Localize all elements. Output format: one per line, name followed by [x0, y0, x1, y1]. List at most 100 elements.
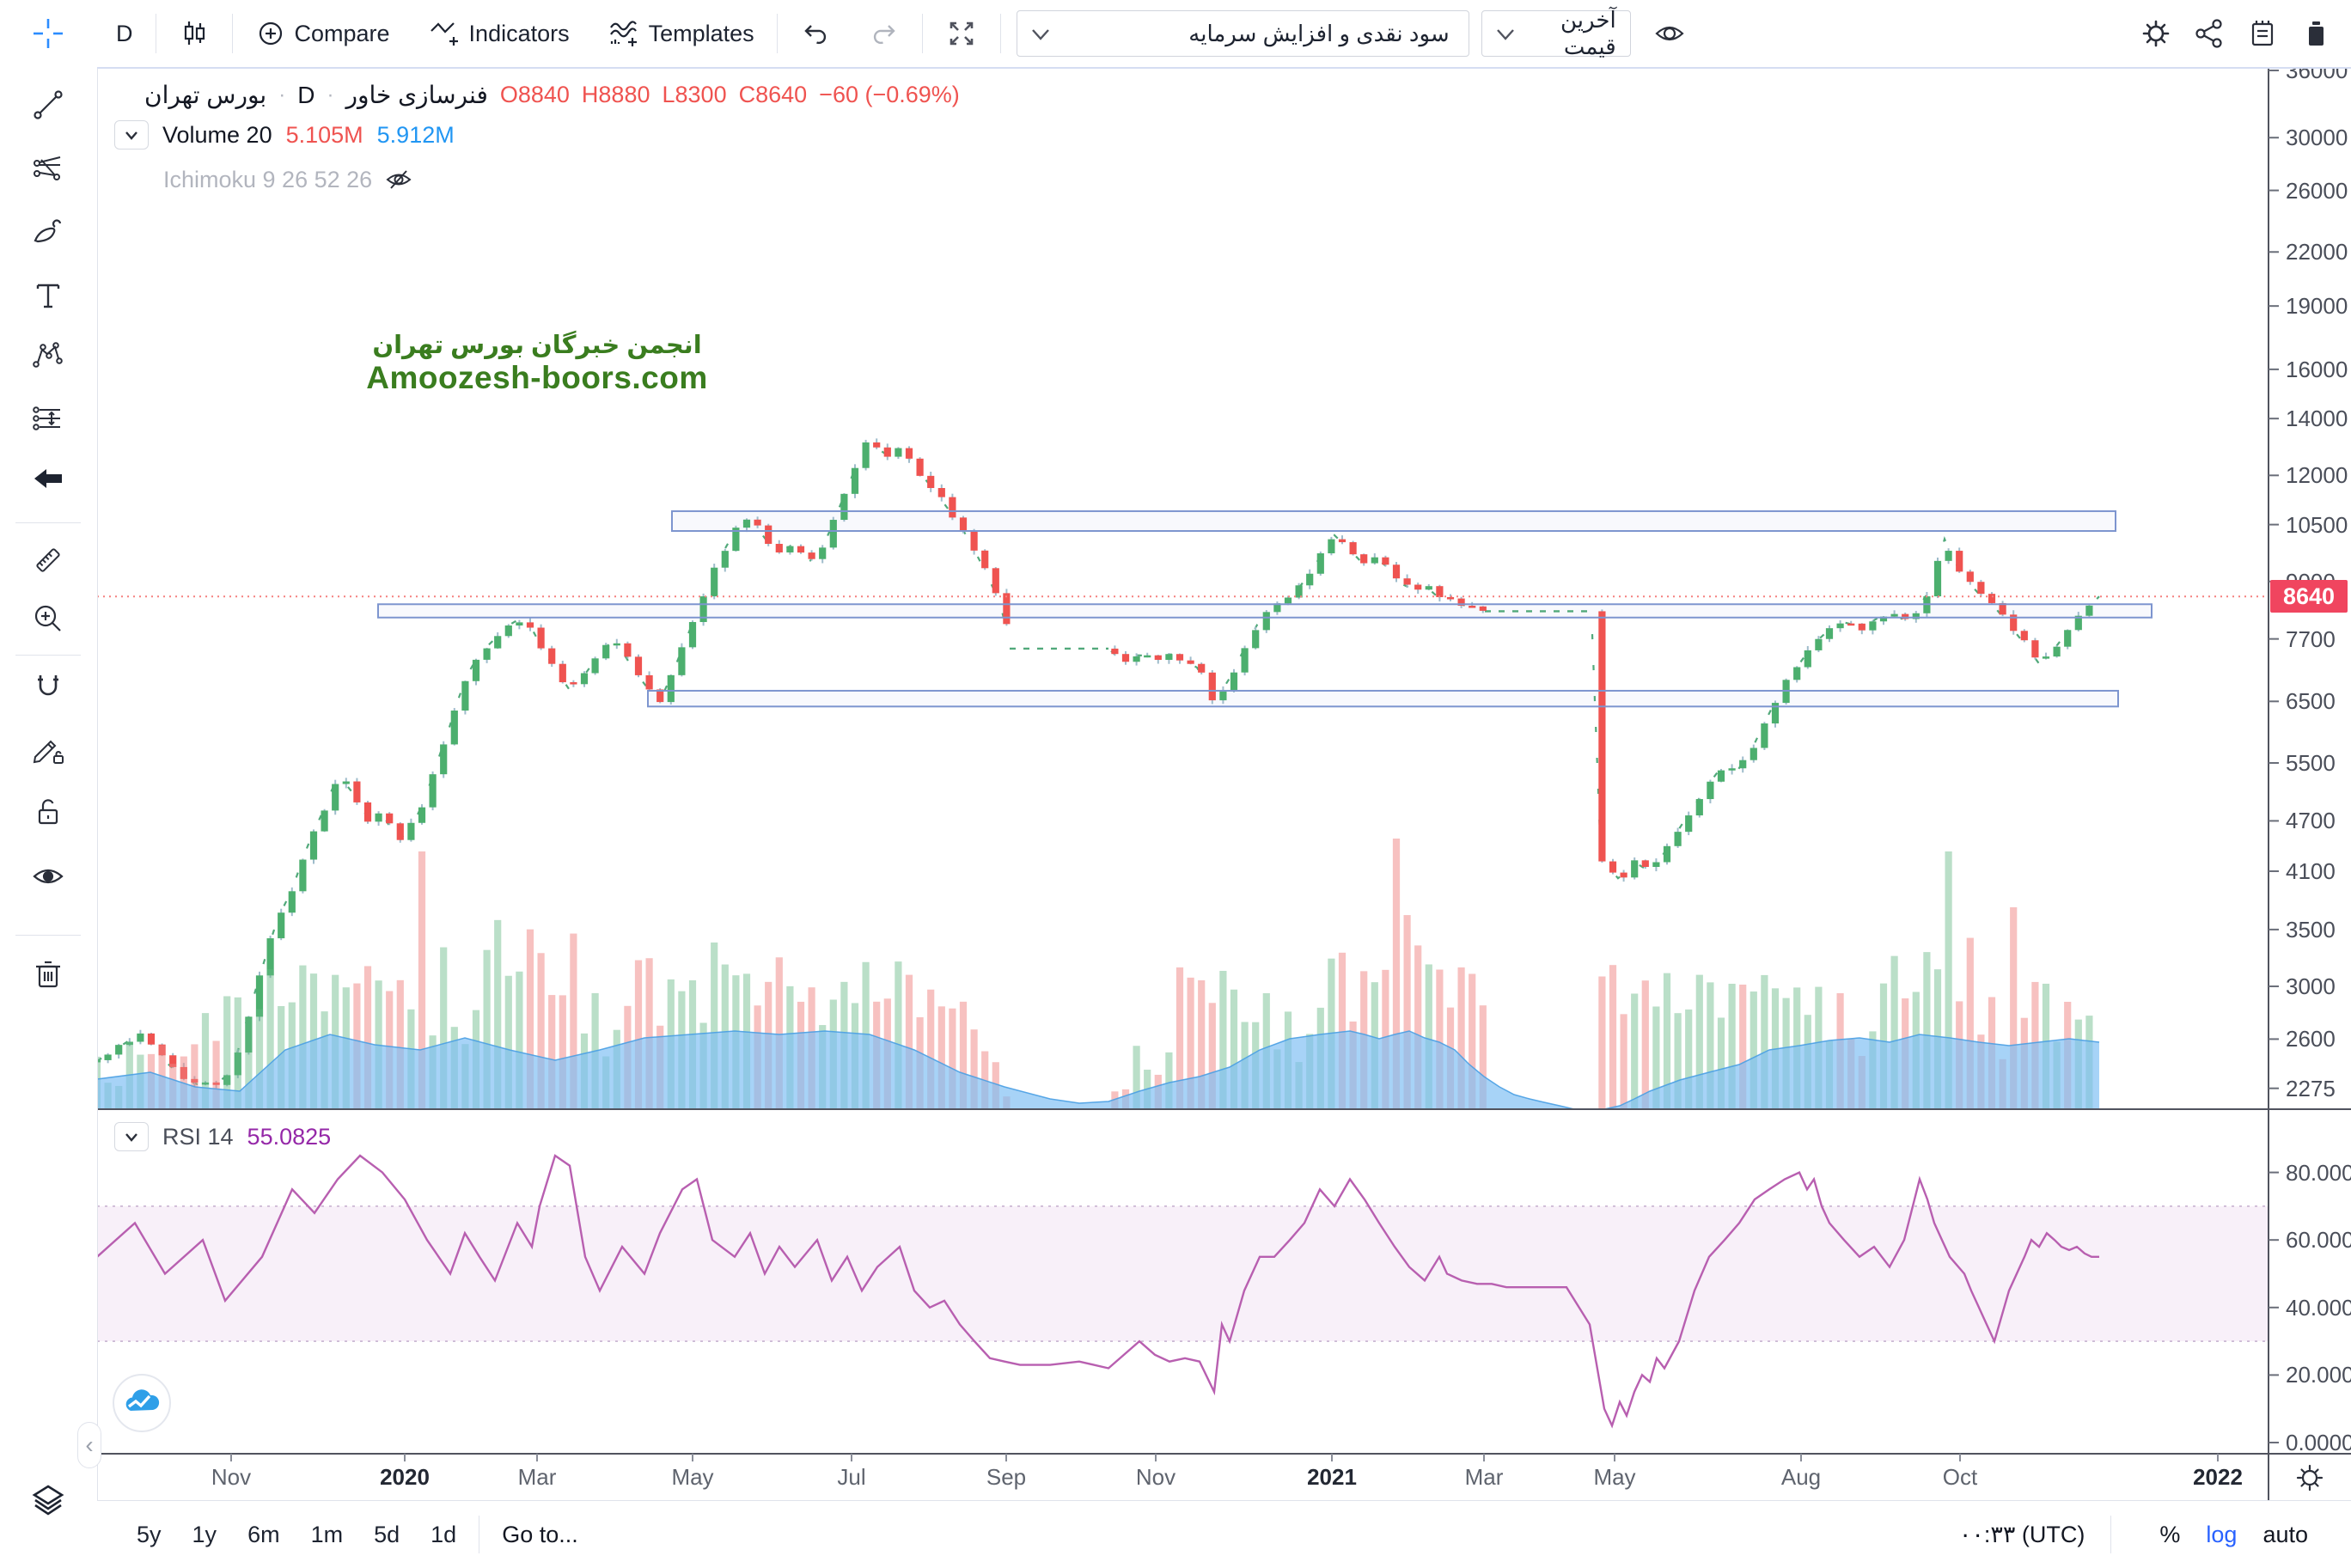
templates-button[interactable]: Templates	[589, 11, 773, 56]
collapse-sidebar-button[interactable]: ‹	[77, 1422, 101, 1468]
drawing-lock-tool-icon[interactable]	[29, 730, 67, 768]
legend-separator: ·	[278, 82, 286, 107]
journal-icon[interactable]	[2236, 11, 2289, 56]
broker-cloud-logo[interactable]	[113, 1374, 171, 1432]
zoom-in-tool-icon[interactable]	[29, 600, 67, 638]
object-tree-layers-icon[interactable]	[29, 1481, 67, 1519]
price-tick-label: 3500	[2286, 916, 2336, 943]
ohlc-open: O8840	[499, 82, 570, 107]
price-tick-label: 16000	[2286, 356, 2348, 382]
range-button-1m[interactable]: 1m	[310, 1521, 344, 1547]
range-button-1d[interactable]: 1d	[431, 1521, 457, 1547]
rsi-value: 55.0825	[247, 1123, 332, 1150]
indicators-label: Indicators	[468, 20, 570, 46]
price-mode-dropdown[interactable]: آخرین قیمت	[1481, 7, 1631, 59]
fullscreen-button[interactable]	[926, 11, 997, 56]
price-tick-label: 30000	[2286, 125, 2348, 151]
hide-drawings-eye-icon[interactable]	[29, 857, 67, 895]
watermark-line2: Amoozesh-boors.com	[366, 360, 708, 396]
percent-scale-button[interactable]: %	[2159, 1521, 2181, 1547]
rsi-tick-label: 40.0000	[2286, 1294, 2351, 1321]
redo-button[interactable]	[850, 11, 919, 56]
collapse-indicator-button[interactable]	[114, 1122, 149, 1151]
sidebar-divider	[15, 655, 81, 656]
undo-button[interactable]	[781, 11, 850, 56]
rsi-tick-label: 0.0000	[2286, 1430, 2351, 1455]
symbol-name: فنرسازی خاور	[345, 82, 488, 108]
arrow-marker-tool-icon[interactable]	[29, 460, 67, 497]
time-tick-label: Mar	[1464, 1464, 1504, 1490]
volume-label: Volume 20	[162, 121, 272, 148]
price-tick-label: 2600	[2286, 1026, 2336, 1052]
ohlc-change: −60 (−0.69%)	[819, 82, 960, 107]
text-tool-icon[interactable]	[29, 277, 67, 314]
ichimoku-label: Ichimoku 9 26 52 26	[163, 166, 373, 192]
ohlc-close: C8640	[738, 82, 808, 107]
share-icon[interactable]	[2183, 11, 2236, 56]
range-button-5y[interactable]: 5y	[137, 1521, 162, 1547]
legend-separator: ·	[327, 82, 334, 107]
time-tick-label: Mar	[517, 1464, 557, 1490]
lock-all-tool-icon[interactable]	[29, 793, 67, 831]
range-button-6m[interactable]: 6m	[247, 1521, 280, 1547]
auto-scale-button[interactable]: auto	[2262, 1521, 2308, 1547]
toolbar-right-group	[2129, 0, 2342, 67]
eye-off-icon[interactable]	[384, 165, 413, 194]
log-scale-button[interactable]: log	[2206, 1521, 2238, 1547]
candlestick-style-icon	[179, 18, 210, 49]
symbol-legend[interactable]: بورس تهران · D · فنرسازی خاور O8840 H888…	[144, 81, 960, 109]
compare-button[interactable]: Compare	[236, 11, 409, 56]
toolbar-separator	[999, 14, 1001, 53]
collapse-indicator-button[interactable]	[114, 120, 149, 149]
price-tick-label: 12000	[2286, 462, 2348, 489]
trend-line-tool-icon[interactable]	[29, 86, 67, 124]
remove-drawings-trash-icon[interactable]	[29, 955, 67, 993]
price-tick-label: 22000	[2286, 239, 2348, 265]
range-button-1y[interactable]: 1y	[192, 1521, 217, 1547]
indicators-button[interactable]: Indicators	[409, 11, 589, 56]
gann-fibonacci-tool-icon[interactable]	[29, 149, 67, 187]
range-button-5d[interactable]: 5d	[374, 1521, 400, 1547]
clock-utc[interactable]: ۰۰:۳۳ (UTC)	[1958, 1521, 2085, 1547]
settings-gear-icon[interactable]	[2129, 11, 2183, 56]
exchange-name: بورس تهران	[144, 82, 267, 108]
volume-value-2: 5.912M	[376, 121, 455, 148]
time-axis-settings-icon[interactable]	[2286, 1459, 2334, 1497]
price-tick-label: 5500	[2286, 749, 2336, 776]
price-tick-label: 26000	[2286, 177, 2348, 204]
bottom-separator	[2110, 1516, 2112, 1553]
rsi-tick-label: 60.0000	[2286, 1227, 2351, 1254]
ichimoku-legend[interactable]: Ichimoku 9 26 52 26	[163, 165, 413, 194]
magnet-tool-icon[interactable]	[29, 668, 67, 706]
ruler-tool-icon[interactable]	[29, 541, 67, 579]
time-tick-label: Sep	[986, 1464, 1027, 1490]
price-tick-label: 3000	[2286, 973, 2336, 1000]
brush-tool-icon[interactable]	[29, 213, 67, 251]
xabcd-pattern-tool-icon[interactable]	[29, 337, 67, 375]
interval-button[interactable]: D	[97, 11, 152, 56]
rsi-legend[interactable]: RSI 14 55.0825	[114, 1122, 331, 1151]
crosshair-icon[interactable]	[29, 15, 67, 52]
adjustments-dropdown[interactable]: سود نقدی و افزایش سرمایه	[1016, 10, 1469, 57]
prediction-tool-icon[interactable]	[29, 400, 67, 437]
hide-marks-eye-button[interactable]	[1643, 11, 1696, 56]
trash-icon[interactable]	[2289, 11, 2342, 56]
time-tick-label: May	[671, 1464, 714, 1490]
bottom-toolbar: 5y 1y 6m 1m 5d 1d Go to... ۰۰:۳۳ (UTC) % log …	[97, 1500, 2351, 1568]
time-tick-label: 2021	[1307, 1464, 1357, 1490]
rsi-tick-label: 80.0000	[2286, 1159, 2351, 1186]
time-tick-label: 2020	[380, 1464, 430, 1490]
indicators-icon	[428, 17, 461, 50]
price-tick-label: 2275	[2286, 1075, 2336, 1101]
watermark-line1: انجمن خبرگان بورس تهران	[372, 332, 702, 359]
goto-date-button[interactable]: Go to...	[502, 1521, 578, 1547]
date-range-buttons: 5y 1y 6m 1m 5d 1d	[137, 1522, 456, 1548]
chart-style-button[interactable]	[160, 11, 229, 56]
sidebar-divider	[15, 935, 81, 936]
volume-value-1: 5.105M	[285, 121, 363, 148]
top-toolbar: D Compare Indicators	[97, 0, 2351, 69]
volume-legend[interactable]: Volume 20 5.105M 5.912M	[114, 120, 455, 149]
price-tick-label: 6500	[2286, 688, 2336, 715]
price-tick-label: 4100	[2286, 858, 2336, 885]
